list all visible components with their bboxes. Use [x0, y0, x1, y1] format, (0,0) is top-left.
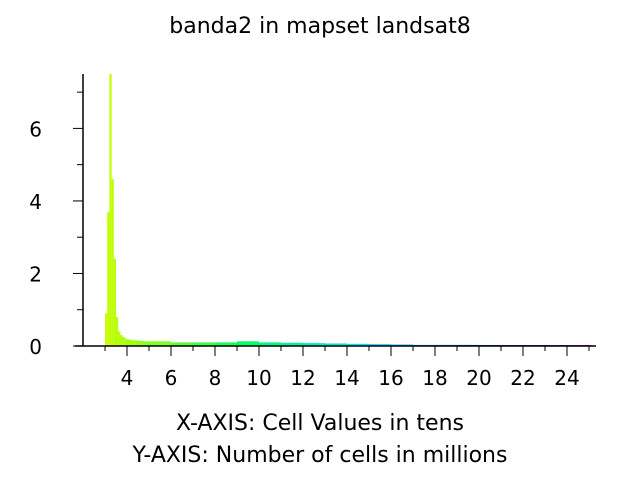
x-tick-label: 18	[422, 366, 447, 390]
histogram-bar	[369, 344, 391, 346]
x-tick-label: 24	[554, 366, 579, 390]
histogram-bar	[105, 313, 108, 346]
histogram-bar	[109, 74, 112, 346]
histogram-bar	[107, 211, 110, 346]
histogram-bar	[131, 340, 136, 346]
histogram-bar	[193, 342, 215, 346]
x-tick-label: 4	[121, 366, 134, 390]
histogram-bar	[118, 331, 121, 346]
x-tick-label: 6	[165, 366, 178, 390]
y-tick-label: 0	[29, 335, 42, 359]
histogram-bar	[124, 338, 127, 346]
histogram-bar	[237, 341, 259, 346]
x-axis-ticks: 4 6 8 10 12 14 16 18 20 22 24	[104, 346, 590, 390]
histogram-bar	[149, 341, 171, 346]
y-tick-label: 6	[29, 117, 42, 141]
x-tick-label: 16	[378, 366, 403, 390]
x-tick-label: 14	[334, 366, 359, 390]
x-tick-label: 22	[510, 366, 535, 390]
x-tick-label: 20	[466, 366, 491, 390]
histogram-bar	[303, 343, 325, 346]
histogram-bar	[325, 343, 347, 346]
histogram-bars	[105, 74, 592, 346]
x-tick-label: 8	[209, 366, 222, 390]
x-tick-label: 10	[246, 366, 271, 390]
histogram-bar	[113, 258, 116, 346]
y-axis-ticks: 0 2 4 6	[29, 91, 83, 359]
histogram-bar	[281, 342, 303, 346]
histogram-bar	[122, 336, 125, 346]
histogram-bar	[111, 179, 114, 346]
histogram-bar	[347, 343, 369, 346]
histogram-bar	[215, 342, 237, 346]
histogram-bar	[171, 342, 193, 346]
x-tick-label: 12	[290, 366, 315, 390]
histogram-bar	[259, 342, 281, 346]
histogram-bar	[135, 340, 141, 346]
x-axis-caption: X-AXIS: Cell Values in tens	[176, 411, 464, 436]
histogram-bar	[120, 335, 123, 346]
histogram-bar	[144, 341, 149, 346]
y-tick-label: 4	[29, 190, 42, 214]
chart-title: banda2 in mapset landsat8	[169, 14, 470, 39]
y-axis-caption: Y-AXIS: Number of cells in millions	[132, 443, 508, 468]
histogram-bar	[140, 340, 145, 346]
histogram-bar	[116, 316, 119, 346]
histogram-bar	[127, 339, 132, 346]
y-tick-label: 2	[29, 262, 42, 286]
